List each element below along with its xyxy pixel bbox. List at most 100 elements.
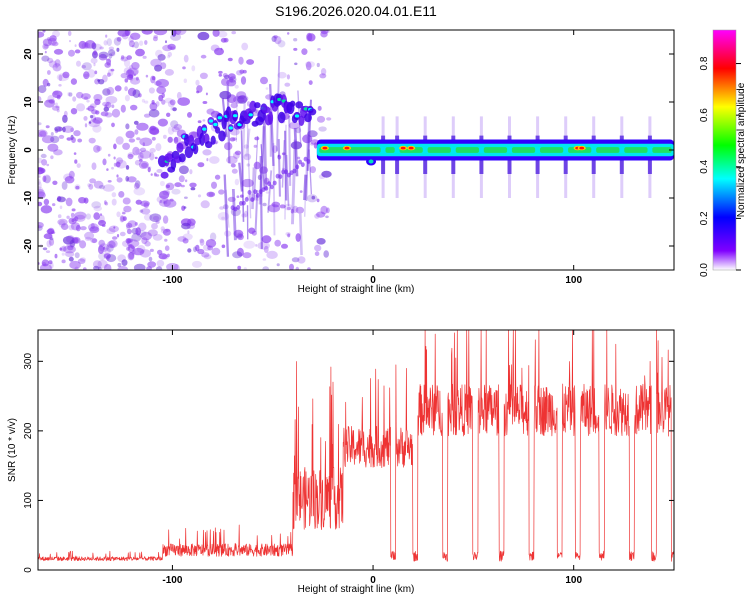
spectrogram-noise-blob (139, 209, 144, 213)
spectrogram-noise-blob (110, 51, 116, 57)
spectrogram-noise-blob (49, 35, 57, 42)
spectrogram-noise-blob (237, 95, 249, 103)
spectrogram-noise-blob (151, 136, 156, 141)
spectrogram-noise-blob (103, 253, 111, 259)
spectrogram-noise-blob (143, 213, 153, 221)
spectrogram-noise-blob (200, 200, 210, 209)
spectrogram-noise-blob (183, 206, 187, 209)
spectrogram-noise-blob (117, 265, 129, 270)
spectrogram-noise-blob (116, 157, 123, 165)
spectrogram-noise-blob (141, 30, 153, 35)
spectrogram-noise-blob (148, 87, 155, 94)
spectrogram-streak (303, 136, 309, 217)
spectrogram-noise-blob (221, 216, 226, 220)
spectrogram-noise-blob (205, 92, 208, 96)
spectrogram-streak (267, 170, 273, 213)
spectrogram-noise-blob (219, 206, 225, 210)
spectrogram-noise-blob (123, 67, 132, 76)
spectrogram-noise-blob (144, 241, 151, 247)
spectrogram-noise-blob (287, 32, 290, 35)
spectrogram-noise-blob (227, 57, 233, 62)
spectrogram-noise-blob (93, 62, 96, 67)
spectrogram-noise-blob (197, 194, 202, 198)
spectrogram-noise-blob (105, 101, 112, 109)
spectrogram-noise-blob (142, 142, 145, 147)
spectrogram-noise-blob (157, 118, 168, 127)
spectrogram-noise-blob (78, 197, 87, 204)
spectrogram-noise-blob (191, 260, 203, 268)
spectrogram-noise-blob (122, 210, 127, 214)
spectrogram-noise-blob (257, 241, 270, 250)
spectrogram-noise-blob (253, 144, 258, 148)
spectrogram-noise-blob (104, 112, 113, 118)
spectrogram-streak (298, 213, 303, 256)
spectrogram-noise-blob (84, 96, 88, 100)
spectrogram-noise-blob (74, 214, 86, 222)
spectrogram-noise-blob (115, 161, 121, 168)
spectrogram-noise-blob (243, 144, 249, 149)
spectrogram-noise-blob (93, 50, 97, 56)
spectrogram-noise-blob (285, 232, 291, 236)
spectrogram-branch-blob (286, 172, 291, 178)
spectrogram-noise-blob (49, 262, 54, 269)
spectrogram-noise-blob (132, 146, 140, 156)
spectrogram-noise-blob (164, 97, 173, 104)
spectrogram-noise-blob (76, 91, 84, 99)
y-tick-label: 300 (23, 353, 34, 370)
spectrogram-noise-blob (306, 194, 318, 203)
spectrogram-noise-blob (102, 88, 111, 96)
spectrogram-noise-blob (98, 51, 109, 59)
spectrogram-noise-blob (165, 191, 170, 194)
spectrogram-noise-blob (167, 126, 175, 135)
spectrogram-noise-blob (149, 102, 158, 111)
spectrogram-noise-blob (140, 200, 150, 207)
snr-frame (37, 329, 675, 571)
spectrogram-branch-blob (236, 205, 241, 210)
spectrogram-noise-blob (254, 136, 260, 141)
spectrogram-noise-blob (138, 161, 149, 169)
spectrogram-noise-blob (231, 30, 236, 35)
spectrogram-noise-blob (77, 258, 86, 265)
spectrogram-noise-blob (111, 198, 117, 206)
spectrogram-noise-blob (126, 74, 134, 80)
spectrogram-noise-blob (135, 199, 142, 205)
spectrogram-noise-blob (314, 244, 322, 252)
spectrogram-noise-blob (133, 263, 146, 270)
spectrogram-noise-blob (55, 105, 60, 109)
spectrogram-noise-blob (162, 215, 169, 224)
spectrogram-noise-blob (135, 48, 145, 57)
spectrogram-noise-blob (241, 42, 249, 51)
spectrogram-noise-blob (102, 101, 110, 107)
spectrogram-noise-blob (243, 267, 247, 270)
spectrogram-noise-blob (138, 93, 142, 98)
spectrogram-noise-blob (103, 40, 108, 46)
spectrogram-hotspot-core (344, 146, 350, 150)
colorbar-tick-label: 0.0 (699, 263, 710, 277)
spectrogram-noise-blob (299, 190, 303, 193)
spectrogram-noise-blob (56, 108, 60, 113)
spectrogram-noise-blob (274, 36, 282, 45)
spectrogram-noise-blob (120, 73, 128, 79)
spectrogram-noise-blob (317, 48, 321, 51)
spectrogram-noise-blob (106, 168, 109, 171)
spectrogram-streak (238, 162, 244, 192)
colorbar-tick-label: 0.2 (699, 211, 710, 225)
spectrogram-noise-blob (277, 40, 286, 48)
spectrogram-noise-blob (115, 136, 124, 145)
spectrogram-noise-blob (56, 73, 69, 82)
spectrogram-noise-blob (104, 247, 111, 255)
spectrogram-noise-blob (173, 124, 182, 131)
spectrogram-ridge-blob (160, 171, 169, 179)
spectrogram-noise-blob (271, 35, 277, 43)
spectrogram-streak (226, 84, 231, 164)
spectrogram-noise-blob (116, 36, 122, 42)
spectrogram-noise-blob (148, 256, 153, 262)
spectrogram-ridge-core (228, 126, 233, 130)
spectrogram-noise-blob (129, 76, 134, 82)
spectrogram-noise-blob (102, 158, 107, 166)
spectrogram-noise-blob (107, 72, 111, 77)
spectrogram-noise-blob (89, 178, 96, 184)
spectrogram-noise-blob (260, 76, 268, 85)
spectrogram-ridge-blob (192, 143, 199, 155)
snr-x-label: Height of straight line (km) (298, 584, 415, 595)
